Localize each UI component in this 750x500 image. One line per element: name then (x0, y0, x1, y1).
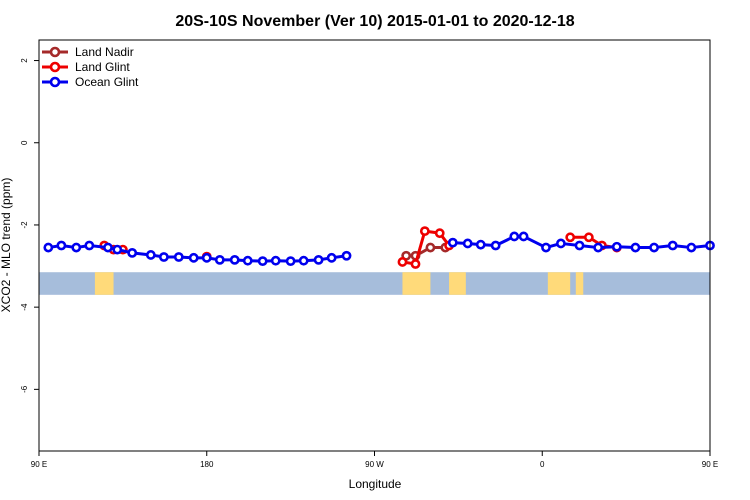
data-point-ocean-glint (242, 255, 253, 266)
series-ocean-glint (43, 231, 715, 267)
data-point-land-glint (583, 232, 594, 243)
legend-marker-ocean-glint (49, 76, 61, 88)
data-point-ocean-glint (326, 252, 337, 263)
data-point-ocean-glint (56, 240, 67, 251)
x-axis-label: Longitude (349, 477, 402, 491)
data-point-ocean-glint (112, 244, 123, 255)
map-band-land (402, 272, 431, 295)
series-land-nadir (401, 242, 451, 261)
data-point-ocean-glint (158, 252, 169, 262)
data-point-ocean-glint (214, 254, 225, 265)
data-point-ocean-glint (127, 247, 138, 258)
series-line-ocean-glint (48, 244, 347, 263)
data-point-land-glint (410, 259, 421, 269)
data-point-ocean-glint (43, 242, 54, 253)
x-tick-label: 90 E (31, 460, 47, 469)
data-point-land-glint (565, 232, 576, 243)
map-band-land (94, 272, 114, 295)
data-point-ocean-glint (593, 242, 604, 253)
plot-frame (38, 39, 711, 452)
legend-label-land-glint: Land Glint (75, 60, 130, 74)
x-tick-label: 90 W (365, 460, 384, 469)
y-tick-label: -6 (20, 385, 29, 393)
map-band (39, 272, 710, 295)
chart-title: 20S-10S November (Ver 10) 2015-01-01 to … (175, 13, 574, 30)
x-tick-label: 90 E (702, 460, 718, 469)
y-tick-label: -4 (20, 303, 29, 311)
data-point-ocean-glint (447, 237, 458, 248)
data-point-ocean-glint (475, 239, 486, 250)
series-layer (43, 226, 715, 269)
data-point-ocean-glint (509, 231, 520, 242)
data-point-ocean-glint (341, 250, 352, 261)
data-point-ocean-glint (490, 240, 501, 251)
data-point-ocean-glint (686, 242, 697, 253)
y-tick-label: 0 (20, 140, 29, 145)
data-point-ocean-glint (541, 242, 551, 253)
data-point-ocean-glint (270, 255, 281, 266)
legend-label-land-nadir: Land Nadir (75, 45, 134, 59)
data-point-land-glint (419, 226, 430, 237)
y-axis: 2 0 -2 -4 -6 (20, 58, 39, 393)
x-axis: 90 E 180 90 W 0 90 E (31, 451, 718, 469)
data-point-ocean-glint (298, 255, 309, 266)
data-point-ocean-glint (574, 240, 585, 251)
y-tick-label: -2 (20, 221, 29, 229)
data-point-ocean-glint (313, 254, 324, 265)
data-point-ocean-glint (201, 252, 212, 263)
data-point-land-nadir (425, 242, 436, 253)
map-band-land (449, 272, 466, 295)
map-band-land (547, 272, 571, 295)
data-point-ocean-glint (611, 241, 622, 252)
map-band-ocean (39, 272, 710, 295)
data-point-ocean-glint (71, 242, 82, 253)
x-tick-label: 0 (540, 460, 545, 469)
data-point-ocean-glint (462, 238, 473, 249)
data-point-ocean-glint (285, 256, 296, 267)
series-line-ocean-glint (452, 234, 711, 250)
y-axis-label: XCO2 - MLO trend (ppm) (0, 178, 13, 313)
legend-marker-land-nadir (49, 46, 61, 58)
data-point-ocean-glint (257, 256, 268, 267)
data-point-ocean-glint (173, 252, 184, 262)
legend-label-ocean-glint: Ocean Glint (75, 75, 139, 89)
data-point-land-glint (397, 257, 408, 267)
data-point-ocean-glint (145, 250, 156, 260)
data-point-ocean-glint (518, 231, 529, 242)
data-point-ocean-glint (84, 240, 95, 251)
data-point-ocean-glint (649, 242, 659, 253)
legend-marker-land-glint (49, 61, 61, 73)
data-point-ocean-glint (103, 242, 113, 253)
map-band-land (575, 272, 584, 295)
x-tick-label: 180 (200, 460, 214, 469)
data-point-ocean-glint (229, 254, 240, 265)
y-tick-label: 2 (20, 58, 29, 63)
data-point-land-glint (434, 228, 445, 239)
data-point-ocean-glint (555, 238, 566, 249)
data-point-ocean-glint (188, 252, 199, 263)
data-point-ocean-glint (630, 242, 641, 253)
data-point-ocean-glint (667, 240, 678, 251)
